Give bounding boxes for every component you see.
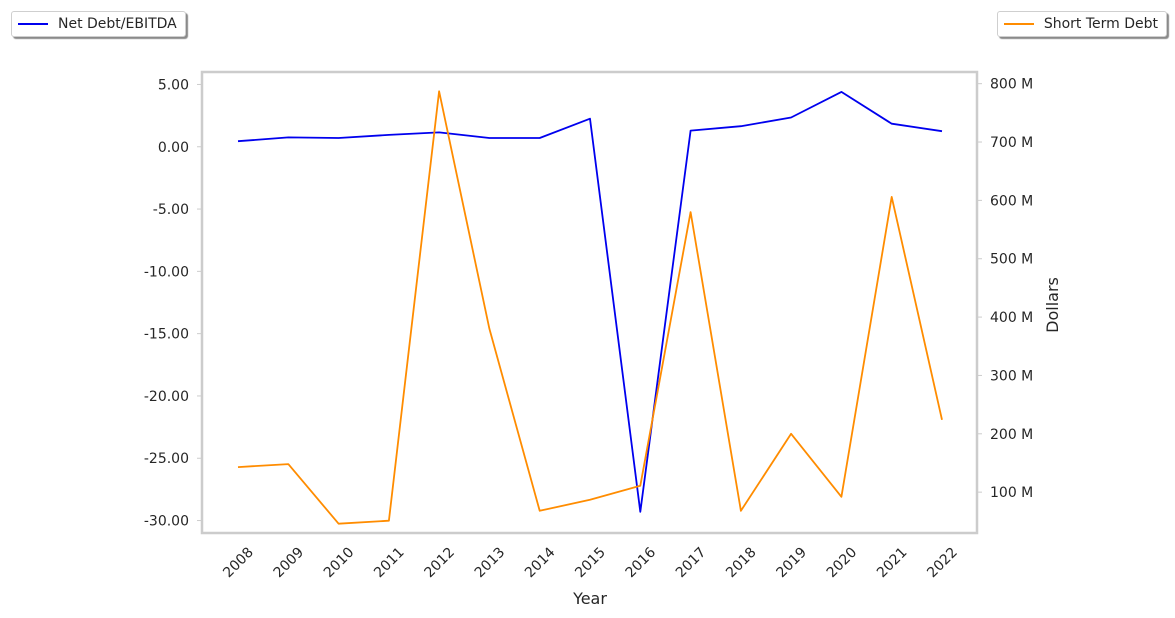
- right-axis-label: Dollars: [1043, 277, 1062, 333]
- x-axis-tick-label: 2020: [824, 545, 861, 582]
- legend-net-debt-ebitda: Net Debt/EBITDA: [11, 11, 186, 37]
- x-axis: 2008 2009 2010 2011 2012 2013 2014 2015 2016 2017…: [220, 544, 961, 581]
- right-axis-tick-label: 200 M: [990, 427, 1033, 443]
- x-axis-label: Year: [572, 589, 607, 608]
- x-axis-tick-label: 2022: [924, 545, 961, 582]
- right-axis-tick-label: 100 M: [990, 485, 1033, 501]
- x-axis-tick-label: 2015: [572, 545, 609, 582]
- x-axis-tick-label: 2012: [421, 545, 458, 582]
- x-axis-tick-label: 2013: [472, 545, 509, 582]
- right-axis-tick-label: 500 M: [990, 252, 1033, 268]
- left-axis-tick-label: -20.00: [144, 389, 189, 405]
- x-axis-tick-label: 2017: [673, 545, 710, 582]
- left-axis-tick-label: -30.00: [144, 514, 189, 530]
- right-axis: 100 M 200 M 300 M 400 M 500 M 600 M 700 M 800 M: [977, 77, 1033, 501]
- x-axis-tick-label: 2021: [874, 545, 911, 582]
- legend-label-short-term-debt: Short Term Debt: [1043, 16, 1158, 32]
- right-axis-tick-label: 400 M: [990, 310, 1033, 326]
- left-axis-tick-label: -25.00: [144, 451, 189, 467]
- left-axis: 5.00 0.00 -5.00 -10.00 -15.00 -20.00 -25.00 -30…: [144, 77, 202, 530]
- x-axis-tick-label: 2008: [220, 545, 257, 582]
- x-axis-tick-label: 2018: [723, 545, 760, 582]
- left-axis-tick-label: -15.00: [144, 327, 189, 343]
- x-axis-tick-label: 2010: [321, 545, 358, 582]
- series-line-short-term-debt: [237, 90, 943, 525]
- x-axis-tick-label: 2016: [623, 544, 660, 581]
- legend-short-term-debt: Short Term Debt: [996, 11, 1167, 37]
- right-axis-tick-label: 700 M: [990, 135, 1033, 151]
- right-axis-tick-label: 300 M: [990, 368, 1033, 384]
- x-axis-tick-label: 2019: [773, 545, 810, 582]
- right-axis-tick-label: 600 M: [990, 193, 1033, 209]
- x-axis-tick-label: 2011: [371, 545, 408, 582]
- legend-swatch-net-debt-ebitda: [18, 23, 48, 25]
- x-axis-tick-label: 2014: [522, 544, 559, 581]
- legend-swatch-short-term-debt: [1003, 23, 1034, 25]
- x-axis-tick-label: 2009: [271, 545, 308, 582]
- left-axis-tick-label: 0.00: [158, 140, 189, 156]
- left-axis-tick-label: 5.00: [158, 77, 189, 93]
- left-axis-tick-label: -5.00: [153, 202, 189, 218]
- series-line-net-debt-ebitda: [237, 91, 943, 513]
- legend-label-net-debt-ebitda: Net Debt/EBITDA: [58, 16, 177, 32]
- series-group: [237, 90, 943, 525]
- right-axis-tick-label: 800 M: [990, 77, 1033, 93]
- plot-frame: [200, 70, 979, 535]
- left-axis-tick-label: -10.00: [144, 264, 189, 280]
